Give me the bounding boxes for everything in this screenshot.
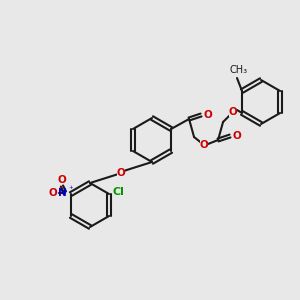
Text: $^+$: $^+$ (67, 184, 74, 193)
Text: O: O (200, 140, 208, 150)
Text: O: O (117, 167, 125, 178)
Text: Cl: Cl (112, 187, 124, 197)
Text: CH₃: CH₃ (230, 65, 248, 75)
Text: O: O (229, 107, 237, 117)
Text: N: N (58, 188, 67, 198)
Text: O: O (203, 110, 212, 120)
Text: O: O (232, 131, 241, 141)
Text: O: O (48, 188, 57, 198)
Text: $^-$: $^-$ (57, 184, 64, 193)
Text: O: O (58, 175, 66, 185)
